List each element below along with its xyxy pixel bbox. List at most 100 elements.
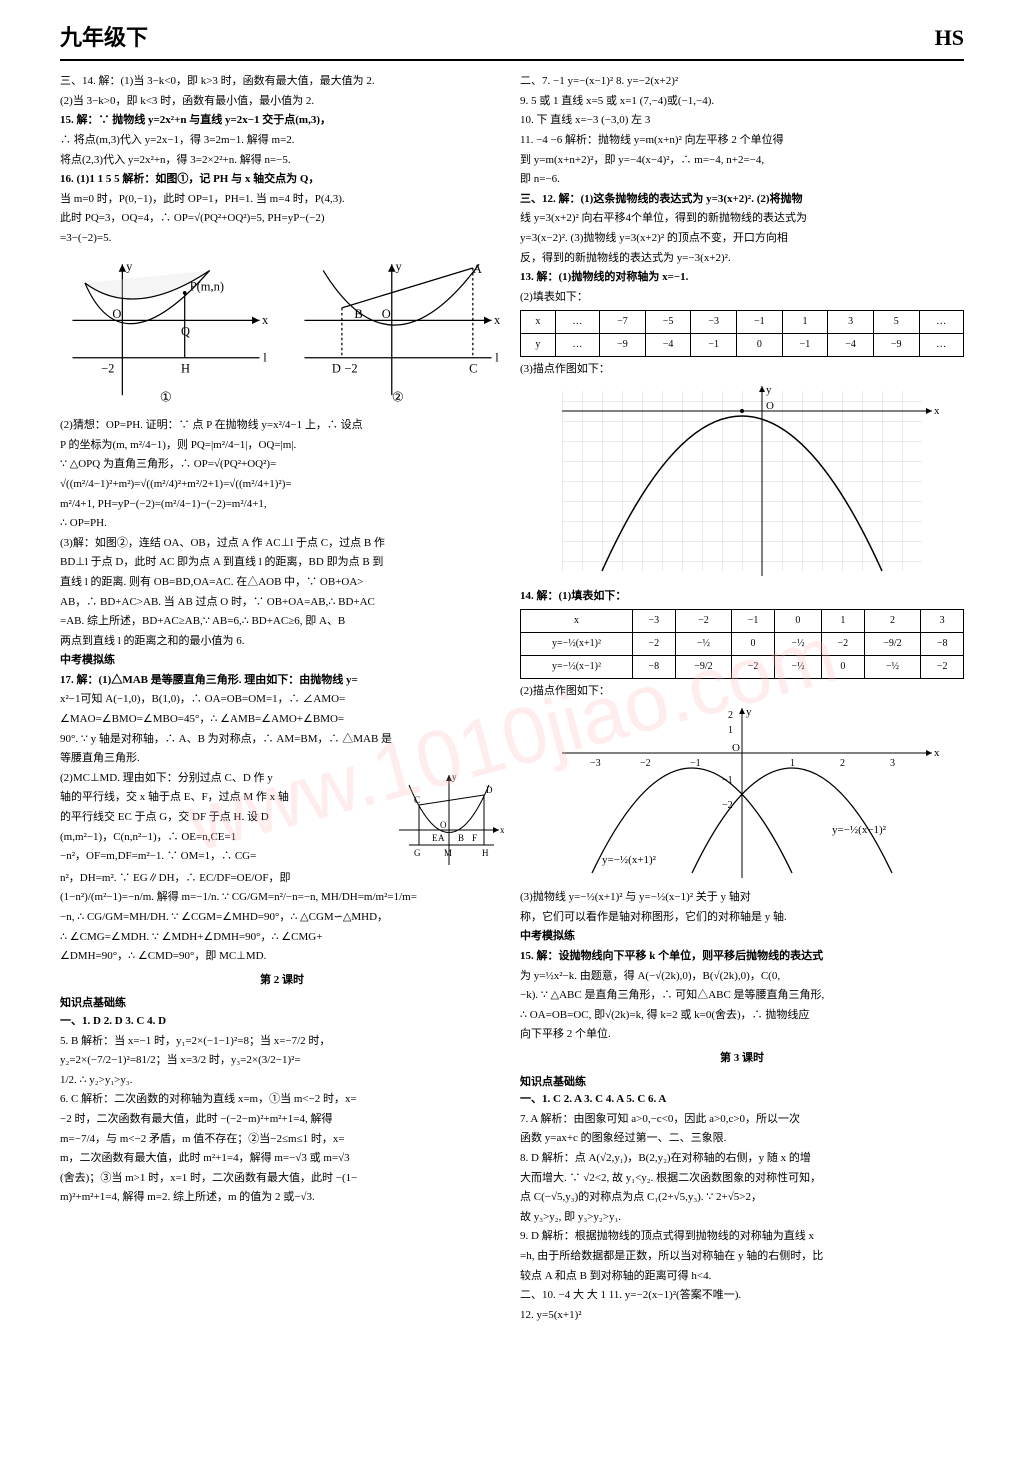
line: (2)MC⊥MD. 理由如下：分别过点 C、D 作 y xyxy=(60,770,386,788)
svg-text:x: x xyxy=(934,747,940,759)
line: (1−n²)/(m²−1)=−n/m. 解得 m=−1/n. ∵ CG/GM=n… xyxy=(60,889,504,907)
svg-text:1: 1 xyxy=(728,725,733,736)
svg-text:D: D xyxy=(486,785,493,795)
line: (舍去)；③当 m>1 时，x=1 时，二次函数有最大值，此时 −(1− xyxy=(60,1170,504,1188)
answers: 一、1. D 2. D 3. C 4. D xyxy=(60,1013,504,1031)
svg-text:−1: −1 xyxy=(690,758,701,769)
line: (2)描点作图如下： xyxy=(520,683,964,701)
line: m=−7/4，与 m<−2 矛盾，m 值不存在；②当−2≤m≤1 时，x= xyxy=(60,1131,504,1149)
line: (2)填表如下： xyxy=(520,289,964,307)
svg-text:O: O xyxy=(766,400,774,412)
line: =AB. 综上所述，BD+AC≥AB,∵ AB=6,∴ BD+AC≥6, 即 A… xyxy=(60,613,504,631)
line: (3)解：如图②，连结 OA、OB，过点 A 作 AC⊥l 于点 C，过点 B … xyxy=(60,535,504,553)
svg-text:B: B xyxy=(458,833,464,843)
svg-text:A: A xyxy=(473,261,482,275)
line: y₂=2×(−7/2−1)²=81/2；当 x=3/2 时，y₃=2×(3/2−… xyxy=(60,1052,504,1070)
header-right: HS xyxy=(935,20,964,55)
line: (3)抛物线 y=−½(x+1)² 与 y=−½(x−1)² 关于 y 轴对 xyxy=(520,889,964,907)
svg-text:①: ① xyxy=(160,389,172,404)
svg-text:H: H xyxy=(181,361,190,375)
page-header: 九年级下 HS xyxy=(60,20,964,61)
line: 为 y=½x²−k. 由题意，得 A(−√(2k),0)，B(√(2k),0)，… xyxy=(520,968,964,986)
line: √((m²/4−1)²+m²)=√((m²/4)²+m²/2+1)=√((m²/… xyxy=(60,476,504,494)
svg-text:B: B xyxy=(354,306,362,320)
line: 当 m=0 时，P(0,−1)，此时 OP=1，PH=1. 当 m=4 时，P(… xyxy=(60,191,504,209)
svg-text:2: 2 xyxy=(728,710,733,721)
line: AB，∴ BD+AC>AB. 当 AB 过点 O 时，∵ OB+OA=AB,∴ … xyxy=(60,594,504,612)
line: 反，得到的新抛物线的表达式为 y=−3(x+2)². xyxy=(520,250,964,268)
line: (2)猜想：OP=PH. 证明：∵ 点 P 在抛物线 y=x²/4−1 上，∴ … xyxy=(60,417,504,435)
line: n²，DH=m². ∵ EG∥DH，∴ EC/DF=OE/OF，即 xyxy=(60,870,504,888)
line: (m,m²−1)，C(n,n²−1)，∴ OE=n,CE=1 xyxy=(60,829,386,847)
line: ∴ ∠CMG=∠MDH. ∵ ∠MDH+∠DMH=90°，∴ ∠CMG+ xyxy=(60,929,504,947)
line: 1/2. ∴ y₂>y₁>y₃. xyxy=(60,1072,504,1090)
line: P 的坐标为(m, m²/4−1)，则 PQ=|m²/4−1|，OQ=|m|. xyxy=(60,437,504,455)
graph-pair: Oxy l −2 P(m,n) QH ① Oxy l AB C D−2 ② xyxy=(60,254,504,412)
svg-text:H: H xyxy=(482,848,489,858)
line: 故 y₃>y₂, 即 y₃>y₂>y₁. xyxy=(520,1209,964,1227)
svg-text:C: C xyxy=(469,361,477,375)
graph-1: Oxy l −2 P(m,n) QH ① xyxy=(60,258,272,408)
line: 三、12. 解：(1)这条抛物线的表达式为 y=3(x+2)². (2)将抛物 xyxy=(520,191,964,209)
line: 二、10. −4 大 大 1 11. y=−2(x−1)²(答案不唯一). xyxy=(520,1287,964,1305)
svg-text:−2: −2 xyxy=(101,361,114,375)
svg-text:−2: −2 xyxy=(722,800,733,811)
svg-text:O: O xyxy=(732,742,740,754)
graph-2: Oxy l AB C D−2 ② xyxy=(292,258,504,408)
line: (3)描点作图如下： xyxy=(520,361,964,379)
line: 12. y=5(x+1)² xyxy=(520,1307,964,1325)
line: 轴的平行线，交 x 轴于点 E、F，过点 M 作 x 轴 xyxy=(60,789,386,807)
table-row: x−3−2−10123 xyxy=(521,610,964,633)
line: 向下平移 2 个单位. xyxy=(520,1026,964,1044)
line: 9. D 解析：根据抛物线的顶点式得到抛物线的对称轴为直线 x xyxy=(520,1228,964,1246)
line: 15. 解：设抛物线向下平移 k 个单位，则平移后抛物线的表达式 xyxy=(520,948,964,966)
line: m，二次函数有最大值，此时 m²+1=4，解得 m=−√3 或 m=√3 xyxy=(60,1150,504,1168)
svg-text:Q: Q xyxy=(181,324,190,338)
svg-text:M: M xyxy=(444,848,452,858)
line: BD⊥l 于点 D，此时 AC 即为点 A 到直线 l 的距离，BD 即为点 B… xyxy=(60,554,504,572)
line: 将点(2,3)代入 y=2x²+n，得 3=2×2²+n. 解得 n=−5. xyxy=(60,152,504,170)
line: −2 时，二次函数有最大值，此时 −(−2−m)²+m²+1=4, 解得 xyxy=(60,1111,504,1129)
line: −n, ∴ CG/GM=MH/DH. ∵ ∠CGM=∠MHD=90°，∴ △CG… xyxy=(60,909,504,927)
svg-text:x: x xyxy=(494,313,501,327)
table-row: y … −9 −4 −1 0 −1 −4 −9 … xyxy=(521,334,964,357)
right-column: 二、7. −1 y=−(x−1)² 8. y=−2(x+2)² 9. 5 或 1… xyxy=(520,73,964,1326)
line: 二、7. −1 y=−(x−1)² 8. y=−2(x+2)² xyxy=(520,73,964,91)
line: m²/4+1, PH=yP−(−2)=(m²/4−1)−(−2)=m²/4+1, xyxy=(60,496,504,514)
table-2: x−3−2−10123 y=−½(x+1)²−2−½0−½−2−9/2−8 y=… xyxy=(520,609,964,679)
line: 11. −4 −6 解析：抛物线 y=m(x+n)² 向左平移 2 个单位得 xyxy=(520,132,964,150)
table-row: y=−½(x−1)²−8−9/2−2−½0−½−2 xyxy=(521,656,964,679)
line: =3−(−2)=5. xyxy=(60,230,504,248)
line: 13. 解：(1)抛物线的对称轴为 x=−1. xyxy=(520,269,964,287)
svg-text:y=−½(x−1)²: y=−½(x−1)² xyxy=(832,824,887,836)
line: 7. A 解析：由图象可知 a>0,−c<0，因此 a>0,c>0，所以一次 xyxy=(520,1111,964,1129)
line: 的平行线交 EC 于点 G，交 DF 于点 H. 设 D xyxy=(60,809,386,827)
graph-3: Oxy CD EABF GMH xyxy=(394,770,504,870)
svg-text:l: l xyxy=(495,350,499,364)
svg-text:O: O xyxy=(440,820,447,830)
line: 14. 解：(1)填表如下： xyxy=(520,588,964,606)
svg-text:1: 1 xyxy=(790,758,795,769)
line: 线 y=3(x+2)² 向右平移4个单位，得到的新抛物线的表达式为 xyxy=(520,210,964,228)
svg-text:y: y xyxy=(126,259,133,273)
svg-text:y: y xyxy=(452,772,457,782)
line: 15. 解：∵ 抛物线 y=2x²+n 与直线 y=2x−1 交于点(m,3)， xyxy=(60,112,504,130)
svg-text:D: D xyxy=(332,361,341,375)
line: −k). ∵ △ABC 是直角三角形，∴ 可知△ABC 是等腰直角三角形, xyxy=(520,987,964,1005)
line: 三、14. 解：(1)当 3−k<0，即 k>3 时，函数有最大值，最大值为 2… xyxy=(60,73,504,91)
line: 即 n=−6. xyxy=(520,171,964,189)
svg-text:2: 2 xyxy=(840,758,845,769)
line: 17. 解：(1)△MAB 是等腰直角三角形. 理由如下：由抛物线 y= xyxy=(60,672,504,690)
line: ∠MAO=∠BMO=∠MBO=45°，∴ ∠AMB=∠AMO+∠BMO= xyxy=(60,711,504,729)
line: 中考模拟练 xyxy=(60,652,504,670)
header-left: 九年级下 xyxy=(60,20,148,55)
svg-text:②: ② xyxy=(392,389,404,404)
svg-text:x: x xyxy=(934,405,940,417)
svg-text:y: y xyxy=(746,706,752,718)
table-row: y=−½(x+1)²−2−½0−½−2−9/2−8 xyxy=(521,633,964,656)
line: ∴ OA=OB=OC, 即√(2k)=k, 得 k=2 或 k=0(舍去)，∴ … xyxy=(520,1007,964,1025)
svg-text:O: O xyxy=(112,306,121,320)
line: 函数 y=ax+c 的图象经过第一、二、三象限. xyxy=(520,1130,964,1148)
line: 6. C 解析：二次函数的对称轴为直线 x=m，①当 m<−2 时，x= xyxy=(60,1091,504,1109)
svg-text:A: A xyxy=(438,833,445,843)
